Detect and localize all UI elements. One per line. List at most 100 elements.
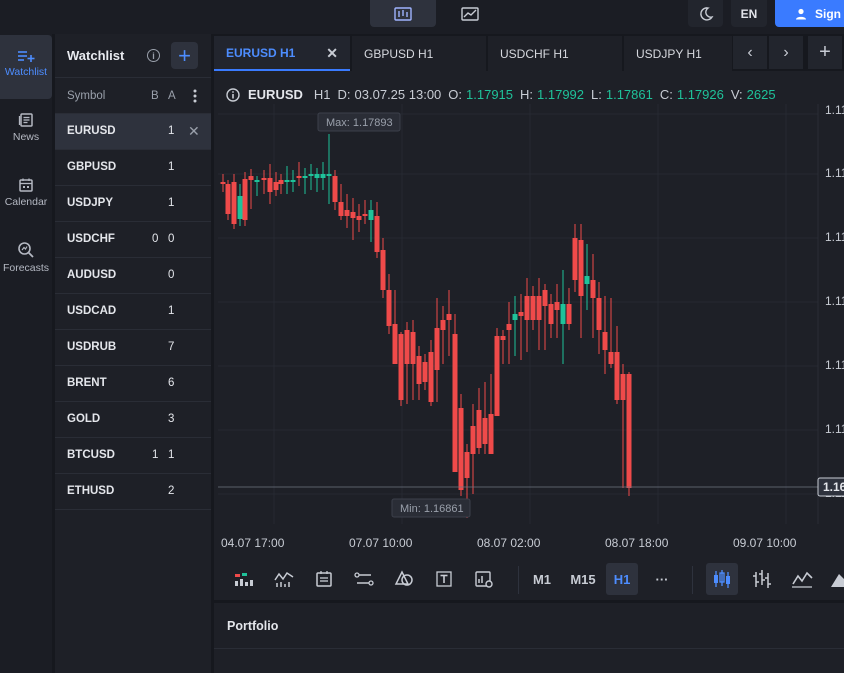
candle — [440, 306, 446, 364]
candle-body — [560, 304, 566, 324]
candle — [512, 296, 518, 356]
row-bid: 0 — [152, 233, 159, 245]
candle — [254, 176, 260, 196]
watchlist-row[interactable]: GOLD 3 — [55, 402, 211, 438]
watchlist-row[interactable]: EURUSD 1 ✕ — [55, 114, 211, 150]
candle — [548, 294, 554, 338]
candle — [608, 298, 614, 368]
candle — [446, 290, 452, 356]
candle-body — [614, 352, 620, 400]
more-timeframes-button[interactable]: ··· — [655, 571, 669, 587]
timeframe-m1[interactable]: M1 — [532, 571, 552, 587]
watchlist-row[interactable]: ETHUSD 2 — [55, 474, 211, 510]
max-tooltip-label: Max: 1.17893 — [326, 117, 393, 129]
trend-line-icon — [354, 572, 374, 586]
price-tick-label: 1.11 — [825, 294, 844, 308]
candle — [596, 282, 602, 354]
row-symbol: ETHUSD — [67, 485, 115, 497]
close-icon[interactable]: ✕ — [326, 45, 338, 61]
candle — [560, 270, 566, 364]
nav-news-label: News — [12, 131, 40, 143]
chart-mode-icon — [394, 6, 412, 21]
timeframe-m15[interactable]: M15 — [570, 571, 596, 587]
top-bar: EN Sign — [0, 0, 844, 34]
watchlist-row[interactable]: USDRUB 7 — [55, 330, 211, 366]
candle — [386, 274, 392, 334]
timeframe-h1[interactable]: H1 — [606, 563, 638, 595]
nav-forecasts[interactable]: Forecasts — [0, 241, 52, 291]
shapes-tool[interactable] — [388, 563, 420, 595]
column-ask[interactable]: A — [168, 89, 176, 102]
time-tick-label: 07.07 10:00 — [349, 536, 413, 550]
candle — [458, 394, 464, 496]
watchlist-row[interactable]: USDJPY 1 — [55, 186, 211, 222]
remove-symbol-icon[interactable]: ✕ — [188, 123, 200, 139]
nav-news[interactable]: News — [0, 112, 52, 162]
info-icon[interactable] — [226, 88, 240, 102]
add-tab-button[interactable]: + — [808, 36, 842, 69]
candle-body — [542, 290, 548, 306]
candle-body — [220, 182, 226, 184]
tab-usdjpy-h1[interactable]: USDJPY H1 — [624, 36, 732, 71]
analytics-mode-button[interactable] — [448, 0, 492, 27]
info-date: 03.07.25 13:00 — [354, 87, 442, 102]
theme-toggle-button[interactable] — [688, 0, 723, 27]
watchlist-row[interactable]: GBPUSD 1 — [55, 150, 211, 186]
tab-eurusd-h1[interactable]: EURUSD H1 ✕ — [214, 36, 350, 71]
info-icon[interactable]: i — [147, 49, 160, 62]
candle — [488, 374, 494, 454]
chart-type-area[interactable] — [824, 563, 844, 595]
watchlist-row[interactable]: AUDUSD 0 — [55, 258, 211, 294]
candle-body — [225, 184, 231, 214]
chart-toolbar: M1 M15 H1 ··· — [214, 560, 844, 600]
candle — [572, 224, 578, 292]
tabs-next-button[interactable]: › — [769, 36, 803, 69]
indicators-tool[interactable] — [268, 563, 300, 595]
tab-gbpusd-h1[interactable]: GBPUSD H1 — [352, 36, 486, 71]
watchlist-row[interactable]: BRENT 6 — [55, 366, 211, 402]
shapes-icon — [394, 570, 413, 586]
candle — [620, 364, 626, 488]
candle — [380, 238, 386, 298]
chart-type-bars[interactable] — [746, 563, 778, 595]
candle-body — [518, 312, 524, 316]
line-tool[interactable] — [348, 563, 380, 595]
column-symbol[interactable]: Symbol — [67, 89, 106, 102]
sign-in-button[interactable]: Sign — [775, 0, 844, 27]
candle — [362, 200, 368, 224]
tabs-prev-button[interactable]: ‹ — [733, 36, 767, 69]
candle — [494, 328, 500, 416]
tab-usdchf-h1[interactable]: USDCHF H1 — [488, 36, 622, 71]
nav-calendar[interactable]: Calendar — [0, 177, 52, 227]
candle — [320, 162, 326, 190]
chart-type-line[interactable] — [786, 563, 818, 595]
candle — [308, 164, 314, 190]
row-ask: 1 — [168, 305, 175, 317]
candle — [500, 330, 506, 364]
chart-type-candles[interactable] — [706, 563, 738, 595]
chart-mode-button[interactable] — [370, 0, 436, 27]
watchlist-row[interactable]: USDCHF 0 0 — [55, 222, 211, 258]
candle — [506, 302, 512, 364]
column-bid[interactable]: B — [151, 89, 159, 102]
events-tool[interactable] — [308, 563, 340, 595]
chart-settings-tool[interactable] — [468, 563, 500, 595]
candle — [422, 354, 428, 390]
candle — [296, 162, 302, 186]
calendar-icon — [19, 178, 33, 192]
add-symbol-button[interactable]: + — [171, 42, 198, 69]
candle — [578, 224, 584, 338]
volume-tool[interactable] — [228, 563, 260, 595]
row-symbol: BRENT — [67, 377, 107, 389]
time-tick-label: 09.07 10:00 — [733, 536, 797, 550]
nav-watchlist[interactable]: Watchlist — [0, 35, 52, 99]
more-vertical-icon[interactable] — [193, 89, 197, 103]
text-tool[interactable] — [428, 563, 460, 595]
candle — [273, 172, 279, 196]
watchlist-row[interactable]: BTCUSD 1 1 — [55, 438, 211, 474]
tab-label: EURUSD H1 — [226, 45, 296, 60]
language-button[interactable]: EN — [731, 0, 767, 27]
candle-body — [386, 290, 392, 326]
watchlist-row[interactable]: USDCAD 1 — [55, 294, 211, 330]
